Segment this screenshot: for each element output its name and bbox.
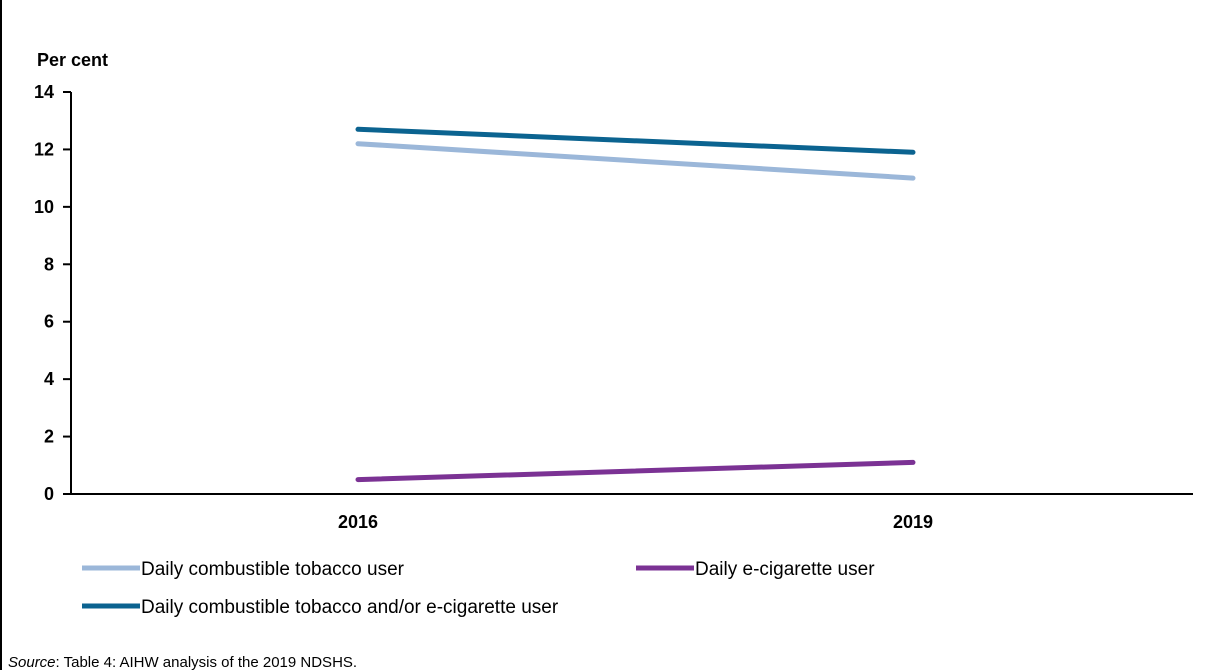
x-axis: 2016 2019 bbox=[71, 493, 1193, 532]
x-tick-label: 2019 bbox=[893, 512, 933, 532]
y-axis: 0 2 4 6 8 10 12 14 bbox=[34, 82, 72, 504]
y-tick-label: 12 bbox=[34, 139, 54, 159]
source-prefix: Source bbox=[8, 654, 56, 670]
series-line bbox=[355, 126, 916, 155]
y-tick-label: 2 bbox=[44, 427, 54, 447]
y-axis-title: Per cent bbox=[37, 50, 108, 70]
source-note: Source: Table 4: AIHW analysis of the 20… bbox=[8, 654, 357, 670]
y-tick-label: 8 bbox=[44, 254, 54, 274]
series-line bbox=[355, 459, 916, 483]
legend-label: Daily combustible tobacco user bbox=[141, 559, 405, 580]
y-tick-label: 6 bbox=[44, 312, 54, 332]
legend-label: Daily combustible tobacco and/or e-cigar… bbox=[141, 597, 559, 618]
legend: Daily combustible tobacco user Daily e-ci… bbox=[82, 559, 875, 618]
y-tick-label: 0 bbox=[44, 484, 54, 504]
plot-area bbox=[355, 126, 916, 483]
x-tick-label: 2016 bbox=[338, 512, 378, 532]
legend-label: Daily e-cigarette user bbox=[695, 559, 875, 580]
series-line bbox=[355, 141, 916, 181]
y-tick-label: 14 bbox=[34, 82, 54, 102]
y-tick-label: 10 bbox=[34, 197, 54, 217]
source-text: : Table 4: AIHW analysis of the 2019 NDS… bbox=[56, 654, 358, 670]
y-tick-label: 4 bbox=[44, 369, 54, 389]
